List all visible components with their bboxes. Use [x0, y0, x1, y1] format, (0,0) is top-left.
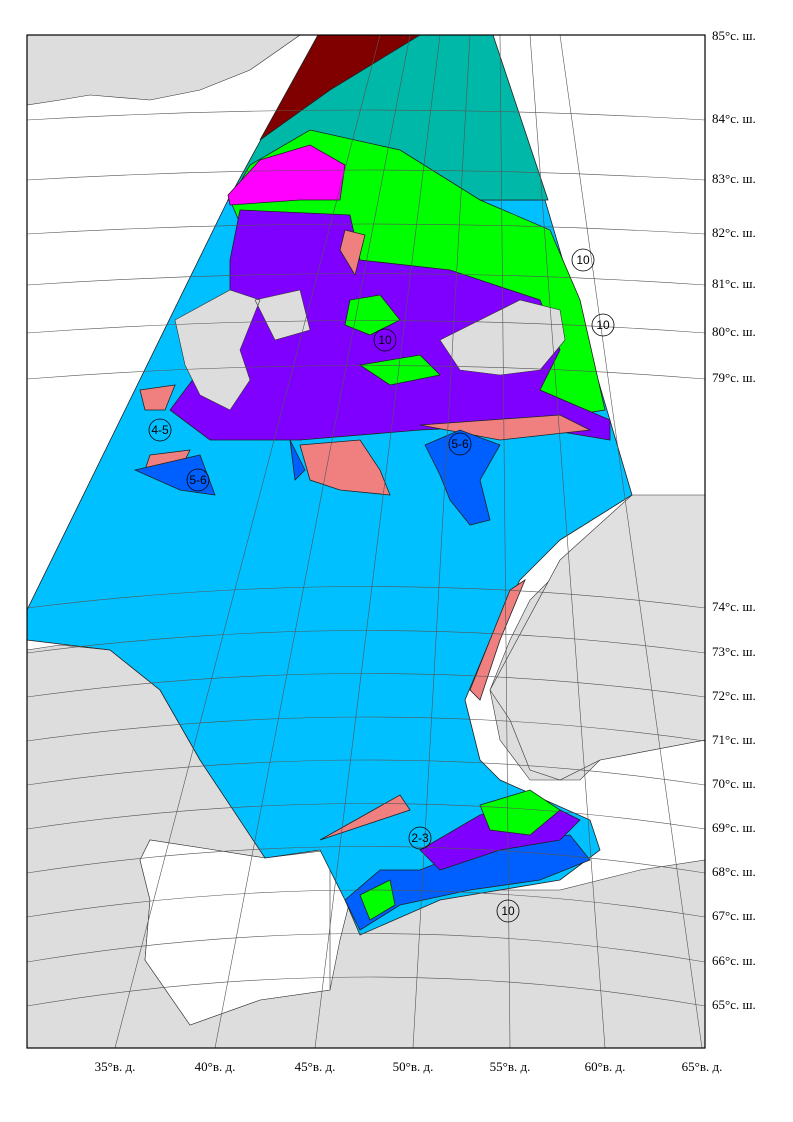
parallel [26, 109, 706, 1007]
zone-label: 5-6 [189, 473, 207, 487]
longitude-label: 65°в. д. [682, 1059, 723, 1074]
latitude-label: 81°с. ш. [712, 276, 756, 291]
zone-label: 4-5 [151, 423, 169, 437]
zone-label-circle [408, 826, 432, 850]
longitude-label: 35°в. д. [95, 1059, 136, 1074]
latitude-label: 82°с. ш. [712, 225, 756, 240]
latitude-label: 72°с. ш. [712, 688, 756, 703]
latitude-label: 65°с. ш. [712, 997, 756, 1012]
longitude-label: 40°в. д. [195, 1059, 236, 1074]
latitude-label: 70°с. ш. [712, 776, 756, 791]
latitude-label: 83°с. ш. [712, 171, 756, 186]
labels: 85°с. ш. 84°с. ш. 83°с. ш. 82°с. ш. 81°с. ш.… [95, 28, 756, 1074]
longitude-label: 45°в. д. [295, 1059, 336, 1074]
latitude-label: 66°с. ш. [712, 953, 756, 968]
latitude-label: 67°с. ш. [712, 908, 756, 923]
zone-label: 10 [501, 904, 515, 918]
zone-label-circle [373, 328, 397, 352]
zone-label: 10 [576, 253, 590, 267]
latitude-label: 84°с. ш. [712, 111, 756, 126]
ice-zone-green [359, 789, 561, 921]
zone-label: 10 [378, 333, 392, 347]
zone-label-circle [591, 313, 615, 337]
latitude-label: 69°с. ш. [712, 820, 756, 835]
zone-label: 10 [596, 318, 610, 332]
open-area [493, 35, 705, 495]
longitude-label: 50°в. д. [393, 1059, 434, 1074]
latitude-label: 74°с. ш. [712, 599, 756, 614]
island [174, 289, 566, 411]
map-frame [26, 34, 706, 1049]
land [26, 34, 301, 106]
zone-label-circle [186, 468, 210, 492]
ice-zone-magenta [227, 144, 346, 206]
longitude-label: 55°в. д. [490, 1059, 531, 1074]
zone-label-circle [448, 432, 472, 456]
latitude-label: 73°с. ш. [712, 644, 756, 659]
ice-zone-blue [133, 429, 591, 931]
zone-label-circle [496, 899, 520, 923]
latitude-label: 80°с. ш. [712, 324, 756, 339]
latitude-label: 68°с. ш. [712, 864, 756, 879]
zone-label: 2-3 [411, 831, 429, 845]
latitude-label: 85°с. ш. [712, 28, 756, 43]
zone-label-circle [148, 418, 172, 442]
longitude-label: 60°в. д. [585, 1059, 626, 1074]
latitude-label: 79°с. ш. [712, 370, 756, 385]
zone-label: 5-6 [451, 437, 469, 451]
meridian [114, 34, 703, 1049]
zone-label-circle [571, 248, 595, 272]
latitude-label: 71°с. ш. [712, 732, 756, 747]
graticule [26, 34, 706, 1049]
